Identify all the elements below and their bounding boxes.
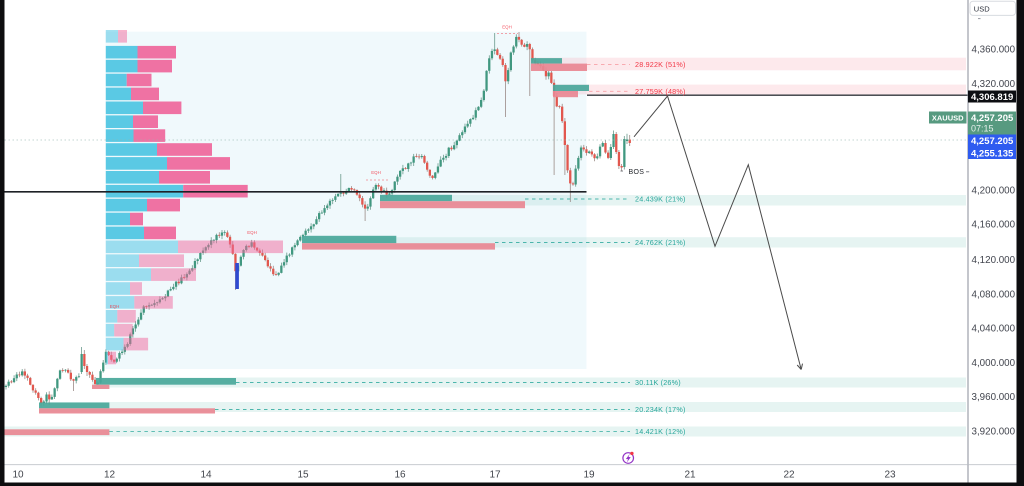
svg-text:19: 19 [583, 470, 595, 481]
svg-text:BOS: BOS [629, 169, 645, 176]
svg-text:XAUUSD: XAUUSD [932, 114, 964, 123]
svg-text:23: 23 [884, 470, 896, 481]
svg-text:EQH: EQH [247, 230, 257, 235]
svg-text:4,257.205: 4,257.205 [971, 113, 1014, 124]
svg-text:17: 17 [489, 470, 501, 481]
svg-text:4,255.135: 4,255.135 [971, 148, 1014, 159]
svg-text:28.922K (51%): 28.922K (51%) [635, 60, 686, 69]
svg-text:3,960.000: 3,960.000 [972, 392, 1016, 403]
svg-text:15: 15 [297, 470, 309, 481]
svg-text:4,040.000: 4,040.000 [972, 324, 1016, 335]
svg-text:4,257.205: 4,257.205 [971, 136, 1014, 147]
svg-text:10: 10 [12, 470, 24, 481]
svg-text:21: 21 [684, 470, 696, 481]
svg-text:4,200.000: 4,200.000 [972, 185, 1016, 196]
svg-text:12: 12 [104, 470, 116, 481]
svg-text:EQH: EQH [110, 304, 120, 309]
svg-text:14: 14 [200, 470, 212, 481]
svg-text:30.11K (26%): 30.11K (26%) [635, 378, 681, 387]
svg-text:3,920.000: 3,920.000 [972, 427, 1016, 438]
svg-text:16: 16 [394, 470, 406, 481]
svg-text:4,080.000: 4,080.000 [972, 289, 1016, 300]
svg-text:EQH: EQH [371, 170, 381, 175]
svg-text:24.439K (21%): 24.439K (21%) [635, 195, 686, 204]
svg-text:07:15: 07:15 [971, 124, 994, 134]
svg-text:4,120.000: 4,120.000 [972, 255, 1016, 266]
svg-text:20.234K (17%): 20.234K (17%) [635, 405, 686, 414]
svg-text:4,160.000: 4,160.000 [972, 220, 1016, 231]
svg-text:22: 22 [783, 470, 795, 481]
svg-text:4,306.819: 4,306.819 [971, 92, 1013, 103]
svg-text:USD: USD [974, 4, 990, 13]
svg-text:EQH: EQH [502, 25, 512, 30]
svg-text:24.762K (21%): 24.762K (21%) [635, 238, 686, 247]
svg-text:4,000.000: 4,000.000 [972, 358, 1016, 369]
svg-text:27.759K (48%): 27.759K (48%) [635, 87, 686, 96]
svg-text:14.421K (12%): 14.421K (12%) [635, 427, 686, 436]
svg-text:4,360.000: 4,360.000 [972, 45, 1016, 56]
svg-text:4,320.000: 4,320.000 [972, 79, 1016, 90]
